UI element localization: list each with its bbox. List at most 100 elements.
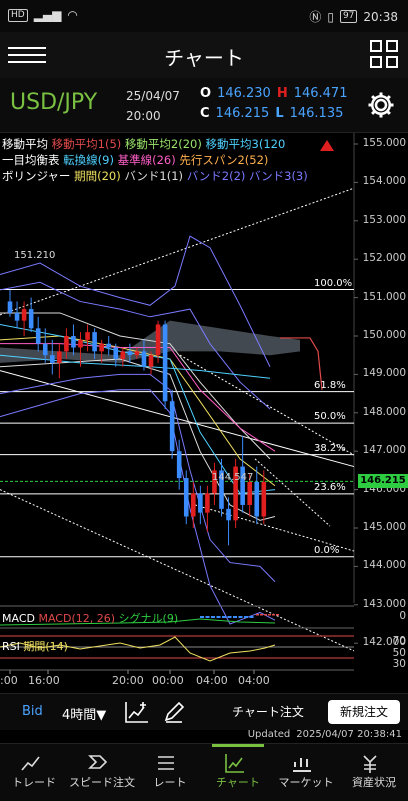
- wifi-icon: ◠: [67, 8, 78, 22]
- macd-bar: [244, 616, 248, 618]
- rsi-tick-50: 50: [392, 647, 406, 659]
- chart-toolbar: Bid 4時間▼ チャート注文 新規注文: [0, 693, 408, 730]
- signal-icon: ▂▄▆: [33, 8, 62, 22]
- tab-trade[interactable]: トレード: [0, 744, 68, 801]
- legend-ichimoku-title: 一目均衡表: [2, 153, 60, 167]
- candle-body: [155, 324, 161, 356]
- candle-body: [212, 470, 217, 494]
- x-tick: :00: [0, 674, 18, 687]
- menu-button[interactable]: [8, 42, 46, 68]
- close-label: C: [200, 106, 210, 121]
- candle-body: [247, 481, 252, 505]
- y-tick: 147.000: [362, 444, 406, 457]
- rsi-period-label: 期間(14): [23, 640, 68, 653]
- candle-body: [14, 312, 20, 321]
- y-tick: 145.000: [362, 521, 406, 533]
- quote-datetime: 25/04/07 20:00: [126, 86, 180, 126]
- legend-bb-period: 期間(20): [74, 169, 121, 183]
- status-bar: HD ▂▄▆ ◠ Ⓝ ▯ 97 20:38: [0, 0, 408, 32]
- price-chart[interactable]: [0, 133, 408, 693]
- candle-body: [85, 332, 90, 340]
- rsi-tick-70: 70: [392, 635, 406, 647]
- high-marker-label: 151.210: [14, 250, 56, 261]
- tab-chart[interactable]: チャート: [204, 744, 272, 801]
- bollinger-upper-band2: [0, 281, 271, 410]
- legend-bb-title: ボリンジャー: [2, 169, 71, 183]
- low-label: L: [275, 106, 284, 121]
- legend-bollinger: ボリンジャー 期間(20) バンド1(1) バンド2(2) バンド3(3): [2, 168, 308, 184]
- candle-body: [42, 343, 48, 356]
- candle-body: [233, 466, 238, 521]
- timeframe-select[interactable]: 4時間▼: [62, 708, 107, 723]
- candle-body: [92, 332, 97, 352]
- trendline-channel: [194, 504, 355, 552]
- candle-body: [240, 466, 245, 505]
- candle-body: [7, 301, 13, 313]
- rate-list-icon: [158, 756, 174, 770]
- current-price-badge: 146.215: [358, 474, 408, 489]
- macd-signal-line: [0, 618, 276, 626]
- candle-body: [64, 336, 69, 352]
- alert-triangle-icon[interactable]: [320, 140, 334, 151]
- macd-bar: [216, 616, 221, 618]
- tab-speed-order[interactable]: スピード注文: [68, 744, 136, 801]
- macd-line-label: MACD(12, 26): [38, 612, 116, 625]
- candle-body: [21, 309, 27, 321]
- x-tick: 00:00: [152, 674, 184, 687]
- legend-band1: バンド1(1): [124, 169, 184, 183]
- battery-indicator: 97: [339, 10, 358, 23]
- tab-label: レート: [153, 776, 187, 789]
- candle-body: [191, 493, 196, 517]
- tab-market[interactable]: マーケット: [272, 744, 340, 801]
- trendline-upper: [0, 187, 355, 316]
- quote-panel: USD/JPY 25/04/07 20:00 O 146.230 H 146.471…: [0, 78, 408, 133]
- y-tick: 150.000: [362, 329, 406, 341]
- legend-ma-title: 移動平均: [2, 137, 48, 151]
- bollinger-lower-band2: [0, 373, 276, 583]
- draw-pen-icon[interactable]: [162, 700, 186, 724]
- legend-ma3: 移動平均3(120: [205, 137, 286, 151]
- candle-body: [261, 481, 267, 517]
- y-tick: 152.000: [362, 252, 406, 265]
- fib-level-label: 50.0%: [314, 411, 346, 423]
- low-marker-label: 144.547: [212, 472, 254, 483]
- add-indicator-icon[interactable]: [124, 700, 150, 724]
- x-tick: 16:00: [28, 674, 60, 687]
- span-line: [280, 337, 323, 390]
- layout-grid-button[interactable]: [370, 40, 398, 68]
- y-tick: 151.000: [362, 290, 406, 303]
- macd-bar: [268, 614, 271, 616]
- candle-body: [71, 336, 76, 348]
- page-title: チャート: [164, 46, 244, 70]
- fib-level-label: 100.0%: [314, 277, 353, 289]
- legend-band3: バンド3(3): [249, 169, 308, 183]
- bottom-tab-bar: トレード スピード注文 レート チャート マーケット 資産状況: [0, 743, 408, 801]
- chart-area[interactable]: 移動平均 移動平均1(5) 移動平均2(20) 移動平均3(120 一目均衡表 …: [0, 133, 408, 693]
- bid-ask-toggle[interactable]: Bid: [22, 704, 43, 719]
- legend-band2: バンド2(2): [186, 169, 246, 183]
- title-bar: チャート: [0, 32, 408, 78]
- hd-indicator: HD: [8, 8, 28, 22]
- fib-level-label: 0.0%: [314, 544, 340, 556]
- candle-body: [50, 355, 55, 363]
- ichimoku-cloud: [0, 320, 300, 363]
- macd-bar: [238, 616, 243, 618]
- trendline-short: [254, 458, 331, 527]
- candle-body: [78, 339, 83, 348]
- kijun-line: [0, 343, 276, 452]
- tab-rate[interactable]: レート: [136, 744, 204, 801]
- macd-bar: [222, 616, 226, 618]
- y-tick: 153.000: [362, 213, 406, 226]
- chart-order-button[interactable]: チャート注文: [232, 705, 304, 719]
- settings-gear-icon[interactable]: [366, 90, 396, 120]
- rsi-tick-30: 30: [392, 658, 406, 670]
- candle-body: [254, 481, 260, 517]
- tab-assets[interactable]: 資産状況: [340, 744, 408, 801]
- currency-pair[interactable]: USD/JPY: [10, 90, 98, 115]
- macd-bar: [264, 614, 267, 616]
- new-order-button[interactable]: 新規注文: [328, 700, 400, 724]
- tab-label: チャート: [216, 776, 260, 789]
- fib-level-label: 23.6%: [314, 481, 346, 493]
- x-tick: 20:00: [112, 674, 144, 687]
- macd-bar: [233, 616, 237, 618]
